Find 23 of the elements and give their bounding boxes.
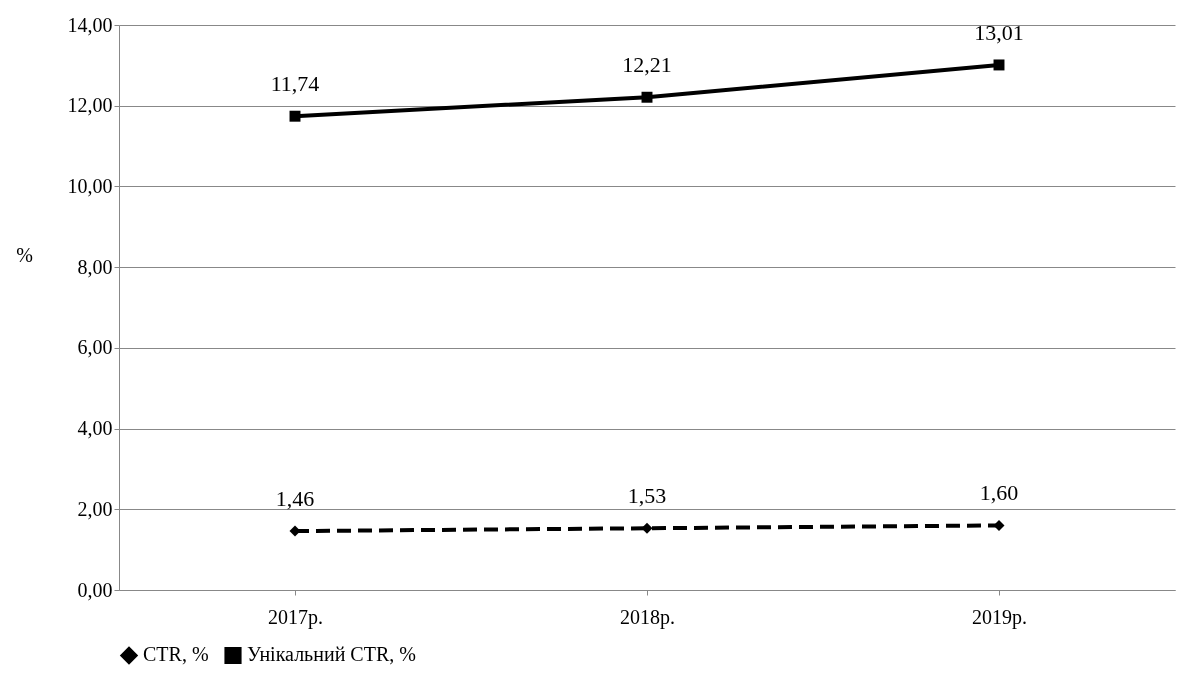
data-label: 1,60 — [979, 480, 1019, 506]
y-tick-label: 12,00 — [67, 94, 113, 117]
legend-label: CTR, % — [143, 643, 209, 666]
data-label: 1,46 — [275, 486, 315, 512]
point — [641, 91, 653, 103]
y-tick-label: 2,00 — [77, 497, 113, 520]
y-tick-label: 6,00 — [77, 336, 113, 359]
y-axis-title: % — [16, 243, 33, 266]
data-label: 12,21 — [622, 52, 672, 78]
point — [993, 59, 1005, 71]
x-tick-label: 2018р. — [620, 605, 675, 629]
y-tick-label: 4,00 — [77, 417, 113, 440]
y-tick-label: 14,00 — [67, 13, 113, 36]
legend-label: Унікальний CTR, % — [247, 643, 416, 666]
data-label: 11,74 — [270, 71, 320, 97]
data-label: 13,01 — [974, 19, 1024, 45]
point — [289, 110, 301, 122]
y-tick-label: 8,00 — [77, 255, 113, 278]
x-tick-label: 2019р. — [972, 605, 1027, 629]
data-label: 1,53 — [627, 483, 667, 509]
y-tick-label: 0,00 — [77, 578, 113, 601]
y-tick-label: 10,00 — [67, 174, 113, 197]
x-tick-label: 2017р. — [268, 605, 323, 629]
